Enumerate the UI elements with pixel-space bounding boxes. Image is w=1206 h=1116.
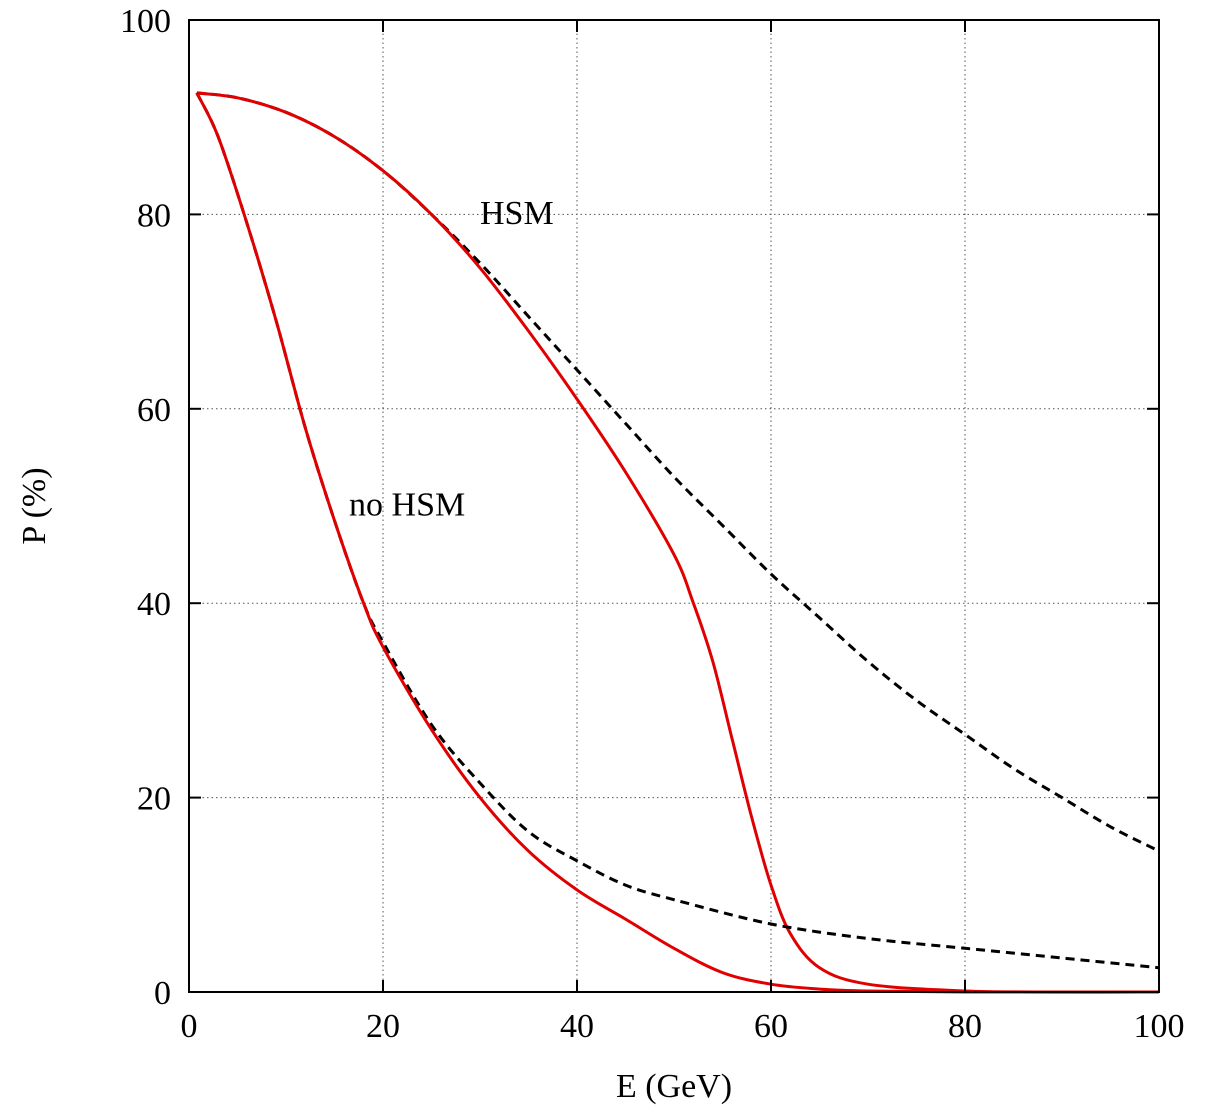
dashed-series-line-2	[195, 92, 1160, 970]
solid-series-line-3	[195, 92, 1160, 994]
x-tick-label: 80	[948, 1008, 982, 1045]
y-tick-label: 40	[137, 586, 171, 623]
y-tick-label: 80	[137, 197, 171, 234]
y-tick-label: 20	[137, 781, 171, 818]
solid-series-line-1	[196, 91, 1160, 994]
x-axis-label: E (GeV)	[616, 1068, 732, 1105]
tick-labels: 0 20 40 60 80 100 0 20 40 60 80 100	[120, 3, 1185, 1045]
curve-annotation: no HSM	[349, 487, 465, 524]
y-tick-label: 0	[154, 975, 171, 1012]
y-tick-label: 100	[120, 3, 171, 40]
annotations: HSM no HSM	[349, 195, 554, 524]
curve-annotation: HSM	[480, 195, 554, 232]
x-tick-label: 0	[181, 1008, 198, 1045]
x-tick-label: 40	[560, 1008, 594, 1045]
ticks	[188, 19, 1160, 993]
plot-frame	[188, 19, 1160, 993]
dashed-series-line-0	[196, 91, 1160, 853]
y-axis-label: P (%)	[16, 467, 53, 544]
x-tick-label: 20	[366, 1008, 400, 1045]
x-tick-label: 60	[754, 1008, 788, 1045]
grid	[189, 20, 1159, 992]
plot-area	[195, 91, 1160, 994]
x-tick-label: 100	[1134, 1008, 1185, 1045]
y-tick-label: 60	[137, 392, 171, 429]
